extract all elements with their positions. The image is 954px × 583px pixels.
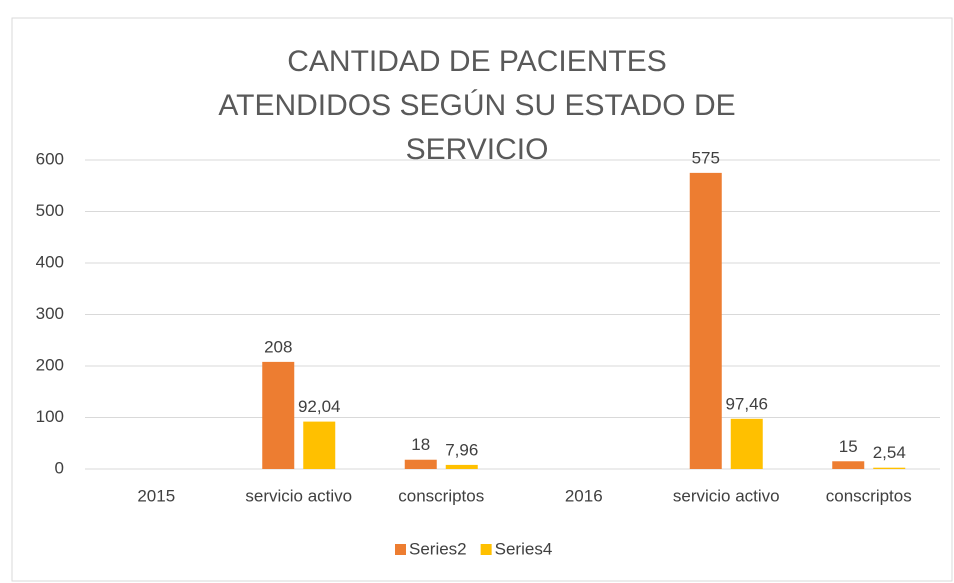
y-tick-label: 500	[36, 201, 64, 220]
bar	[832, 461, 865, 469]
legend-swatch	[480, 544, 492, 555]
bar	[262, 361, 295, 469]
bar	[689, 172, 722, 469]
x-tick-label: conscriptos	[826, 486, 912, 505]
y-tick-label: 600	[36, 149, 64, 168]
x-tick-label: servicio activo	[245, 486, 352, 505]
data-label: 2,54	[873, 443, 906, 462]
y-tick-label: 100	[36, 407, 64, 426]
data-label: 15	[839, 437, 858, 456]
x-tick-label: conscriptos	[398, 486, 484, 505]
data-label: 97,46	[725, 394, 768, 413]
bar	[873, 467, 906, 469]
data-label: 575	[692, 148, 720, 167]
x-tick-label: servicio activo	[673, 486, 780, 505]
bar	[445, 464, 478, 469]
bar	[404, 459, 437, 469]
legend-label: Series4	[495, 539, 553, 558]
x-tick-label: 2016	[565, 486, 603, 505]
y-tick-label: 300	[36, 304, 64, 323]
legend-swatch	[395, 544, 406, 555]
data-label: 208	[264, 337, 292, 356]
legend-label: Series2	[409, 539, 467, 558]
y-tick-label: 400	[36, 252, 64, 271]
data-label: 92,04	[298, 397, 341, 416]
chart-border	[11, 17, 953, 582]
data-label: 18	[411, 435, 430, 454]
y-tick-label: 200	[36, 355, 64, 374]
y-tick-label: 0	[55, 458, 64, 477]
x-tick-label: 2015	[137, 486, 175, 505]
data-label: 7,96	[445, 440, 478, 459]
chart-title: CANTIDAD DE PACIENTES ATENDIDOS SEGÚN SU…	[218, 45, 736, 166]
bar	[730, 418, 763, 469]
bar	[303, 421, 336, 469]
